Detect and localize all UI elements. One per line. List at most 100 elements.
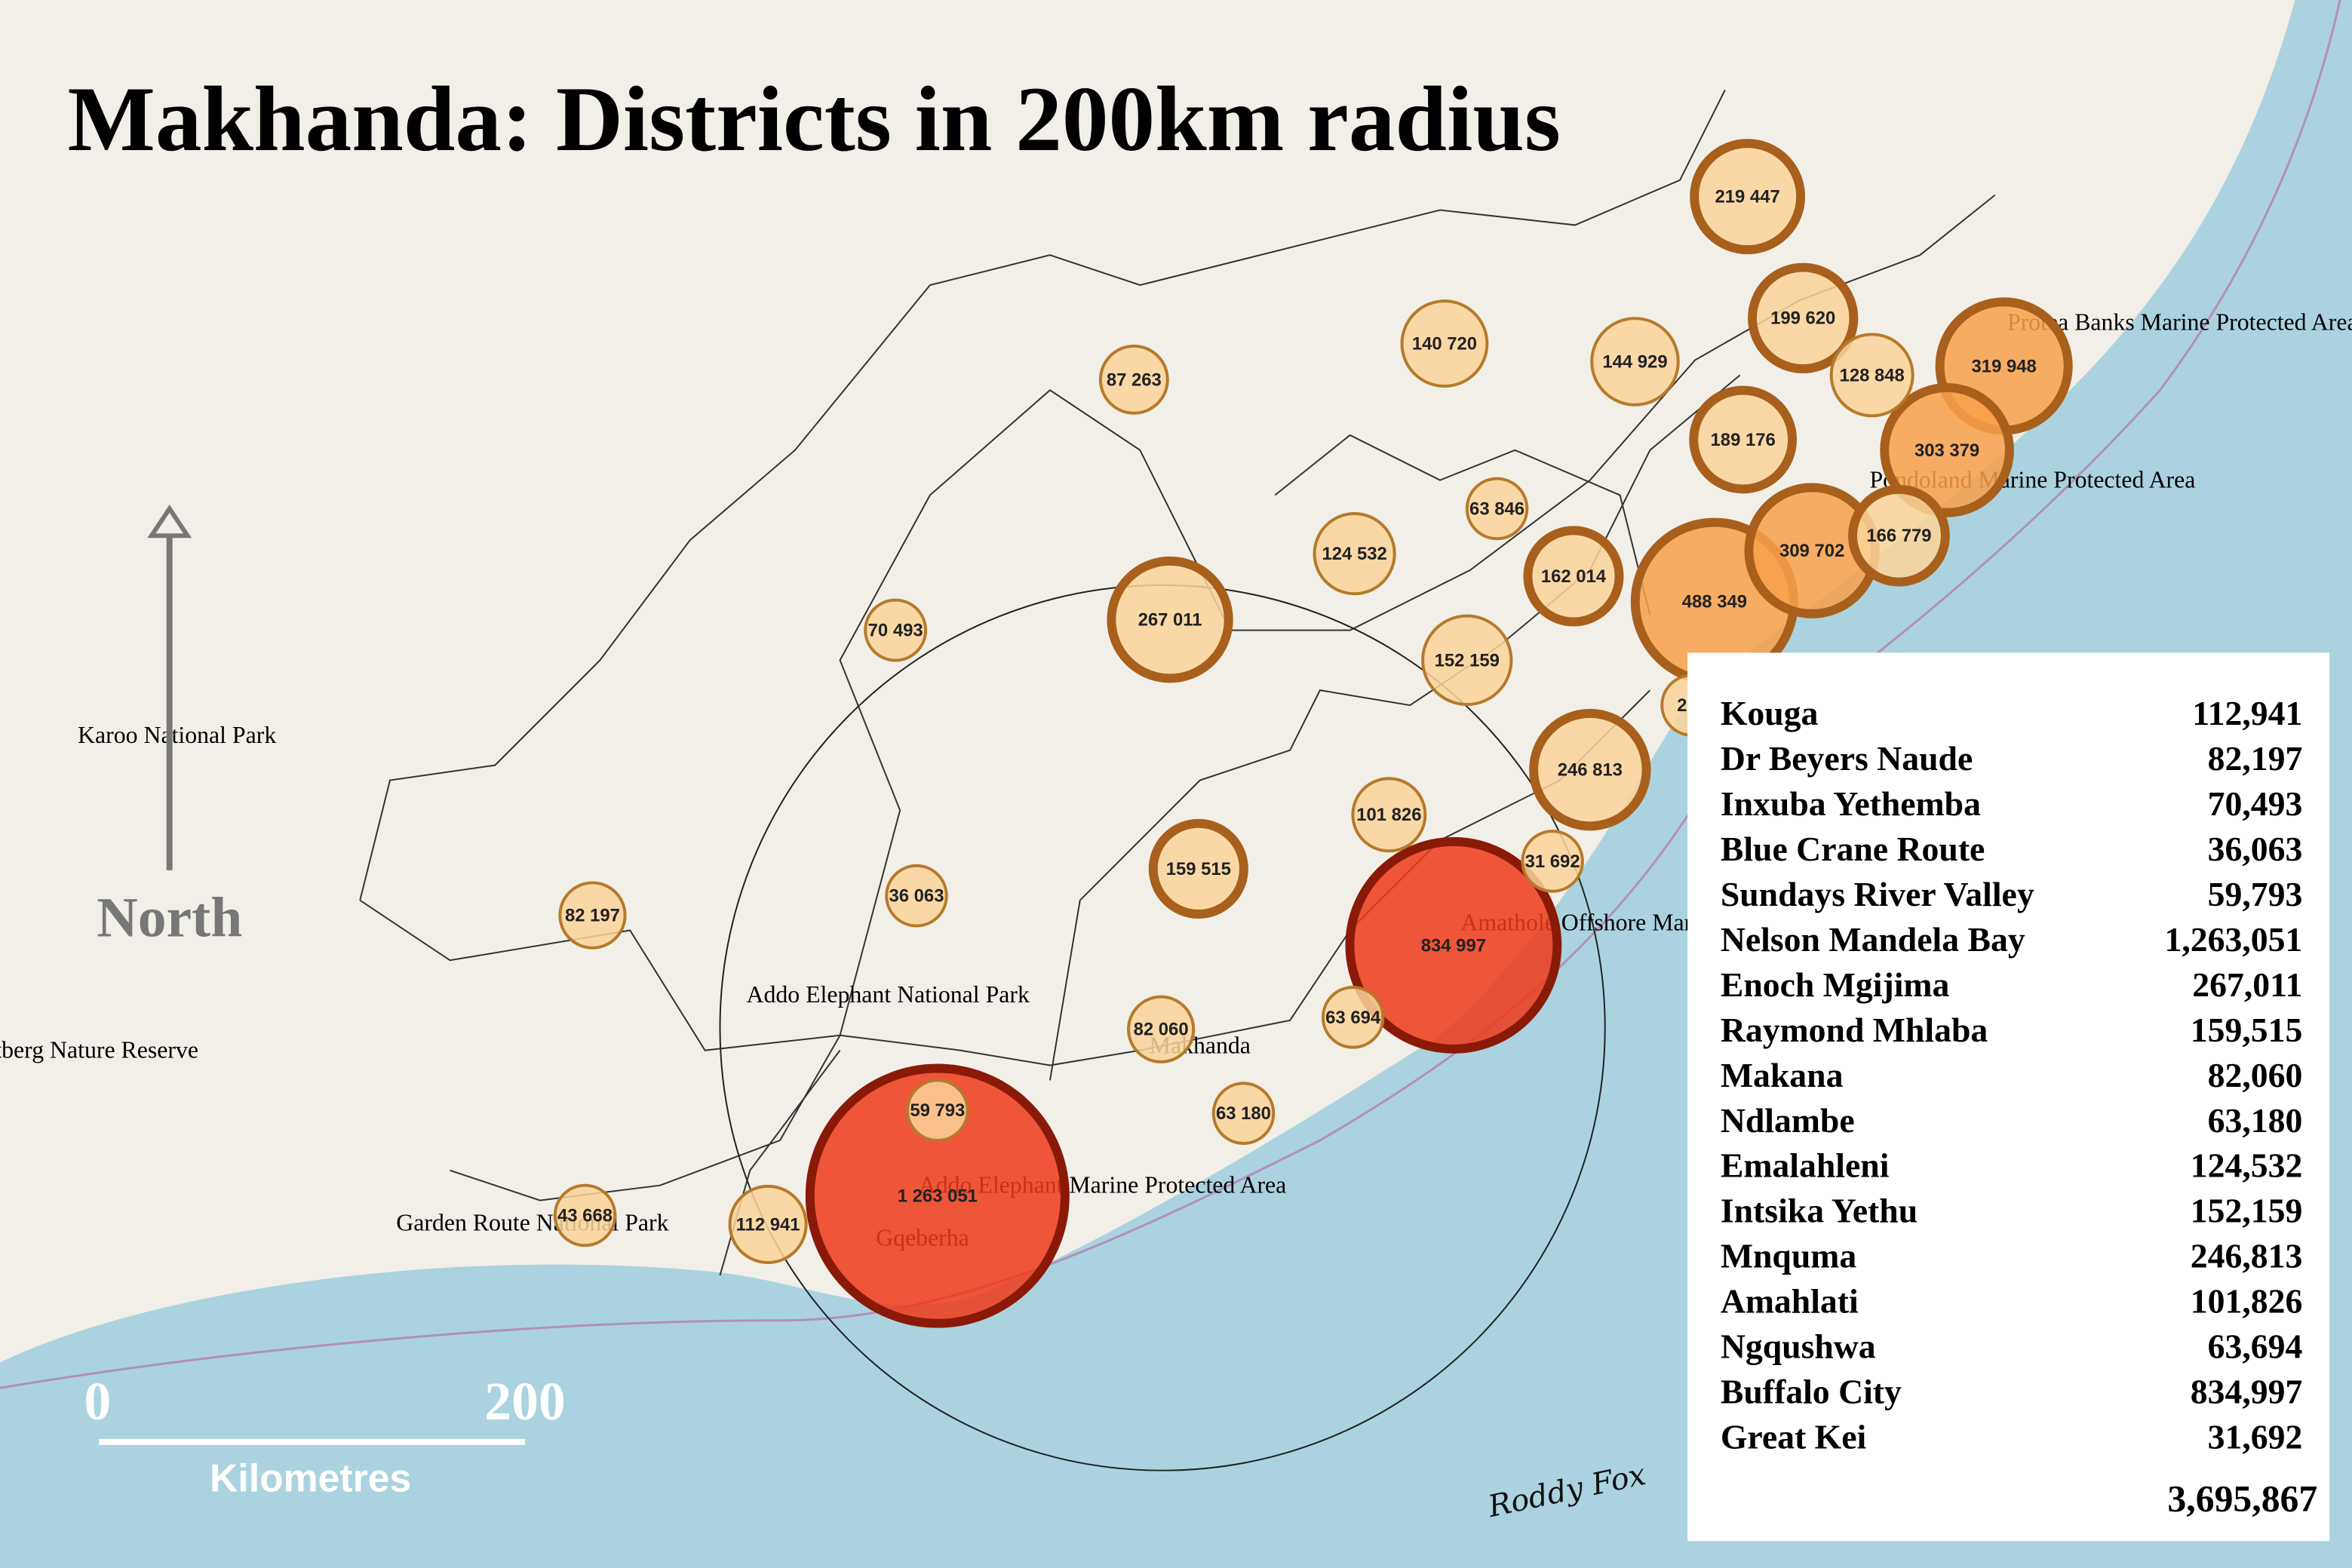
bubble-label: 309 702 (1779, 541, 1844, 561)
population-bubble (906, 1079, 969, 1142)
district-population: 267,011 (2192, 965, 2302, 1004)
bubble-label: 63 846 (1469, 499, 1525, 519)
population-bubble (1689, 385, 1798, 494)
bubble-label: 63 694 (1325, 1008, 1381, 1028)
population-bubble (728, 1184, 808, 1264)
district-population: 159,515 (2191, 1011, 2303, 1049)
scale-end: 200 (484, 1372, 565, 1431)
district-population: 36,063 (2208, 830, 2303, 868)
district-population: 152,159 (2191, 1192, 2303, 1230)
place-label: Addo Elephant National Park (747, 981, 1030, 1008)
population-bubble (1400, 299, 1489, 388)
bubble-label: 82 197 (565, 906, 620, 926)
district-population: 59,793 (2208, 875, 2303, 913)
bubble-label: 43 668 (557, 1205, 613, 1226)
population-bubble (1465, 477, 1529, 541)
population-bubble (1880, 382, 2014, 517)
district-name: Buffalo City (1721, 1373, 1902, 1411)
district-population: 63,180 (2208, 1101, 2303, 1140)
district-population: 1,263,051 (2164, 920, 2302, 959)
border (1049, 374, 1741, 1081)
district-population: 112,941 (2192, 694, 2302, 732)
bubble-label: 112 941 (736, 1214, 800, 1235)
bubble-label: 59 793 (910, 1100, 965, 1121)
border (1274, 434, 1651, 615)
population-bubble (558, 881, 627, 950)
bubble-label: 199 620 (1770, 308, 1835, 329)
district-population: 82,060 (2208, 1056, 2303, 1094)
district-name: Sundays River Valley (1721, 875, 2034, 913)
district-name: Mnquma (1721, 1237, 1857, 1275)
district-population: 124,532 (2191, 1146, 2303, 1185)
district-name: Amahlati (1721, 1282, 1859, 1321)
border (450, 194, 1996, 1201)
district-population: 63,694 (2208, 1327, 2303, 1366)
district-name: Great Kei (1721, 1418, 1867, 1456)
population-bubble (1127, 995, 1196, 1063)
bubble-label: 189 176 (1711, 430, 1776, 450)
population-bubble (1107, 556, 1233, 683)
population-bubble (1098, 344, 1169, 415)
bubble-label: 144 929 (1602, 351, 1667, 372)
bubble-label: 124 532 (1322, 544, 1387, 564)
bubble-label: 36 063 (889, 886, 944, 907)
bubbles: 1 263 051 834 997 488 349 319 948 303 379 309… (553, 139, 2073, 1328)
district-name: Emalahleni (1721, 1146, 1890, 1185)
district-name: Makana (1721, 1056, 1844, 1094)
bubble-label: 219 447 (1715, 187, 1780, 207)
district-name: Nelson Mandela Bay (1721, 920, 2025, 959)
district-population: 31,692 (2208, 1418, 2303, 1456)
district-name: Ndlambe (1721, 1101, 1855, 1140)
population-bubble (1748, 262, 1859, 373)
bubble-label: 128 848 (1840, 365, 1905, 385)
population-bubble (1829, 333, 1914, 418)
bubble-label: 140 720 (1412, 334, 1477, 354)
bubble-label: 152 159 (1435, 650, 1500, 670)
population-bubble (1848, 484, 1950, 587)
district-population: 101,826 (2191, 1282, 2303, 1321)
population-table: Kouga 112,941 Dr Beyers Naude 82,197 Inxuba … (1721, 694, 2317, 1519)
place-label: Garden Route National Park (396, 1209, 668, 1235)
scale-unit: Kilometres (210, 1456, 411, 1500)
border (359, 89, 1726, 901)
bubble-label: 303 379 (1914, 440, 1979, 461)
table-panel (1687, 652, 2330, 1542)
bubble-label: 267 011 (1138, 610, 1202, 631)
bubble-label: 82 060 (1134, 1020, 1189, 1040)
border (719, 1050, 841, 1276)
bubble-label: 101 826 (1356, 805, 1421, 825)
district-population: 82,197 (2208, 739, 2303, 778)
district-name: Kouga (1721, 694, 1819, 732)
district-population: 70,493 (2208, 784, 2303, 823)
population-bubble (1521, 830, 1584, 893)
district-name: Dr Beyers Naude (1721, 739, 1973, 778)
place-label: Protea Banks Marine Protected Area (2007, 309, 2352, 336)
population-bubble (553, 1183, 617, 1247)
bubble-label: 63 180 (1216, 1103, 1271, 1124)
population-bubble (1148, 818, 1248, 919)
scale-start: 0 (84, 1372, 111, 1431)
district-name: Inxuba Yethemba (1721, 784, 1981, 823)
bubble-label: 31 692 (1525, 852, 1580, 872)
population-bubble (1690, 139, 1806, 255)
population-bubble (1421, 614, 1513, 707)
population-bubble (864, 598, 928, 662)
district-population: 246,813 (2191, 1237, 2303, 1275)
district-name: Enoch Mgijima (1721, 965, 1950, 1004)
place-label: Karoo National Park (78, 722, 276, 748)
bubble-label: 1 263 051 (898, 1186, 978, 1207)
population-bubble (1211, 1082, 1276, 1145)
bubble-label: 166 779 (1866, 526, 1931, 546)
population-bubble (805, 1063, 1070, 1328)
bubble-label: 834 997 (1421, 935, 1486, 956)
population-bubble (1529, 708, 1651, 831)
place-label: Swartberg Nature Reserve (0, 1037, 198, 1063)
district-name: Intsika Yethu (1721, 1192, 1918, 1230)
population-bubble (1345, 836, 1562, 1054)
population-bubble (1523, 526, 1624, 627)
north-arrowhead (147, 505, 192, 539)
population-bubble (1313, 512, 1396, 596)
total-population: 3,695,867 (2167, 1477, 2317, 1519)
bubble-label: 87 263 (1107, 370, 1162, 390)
